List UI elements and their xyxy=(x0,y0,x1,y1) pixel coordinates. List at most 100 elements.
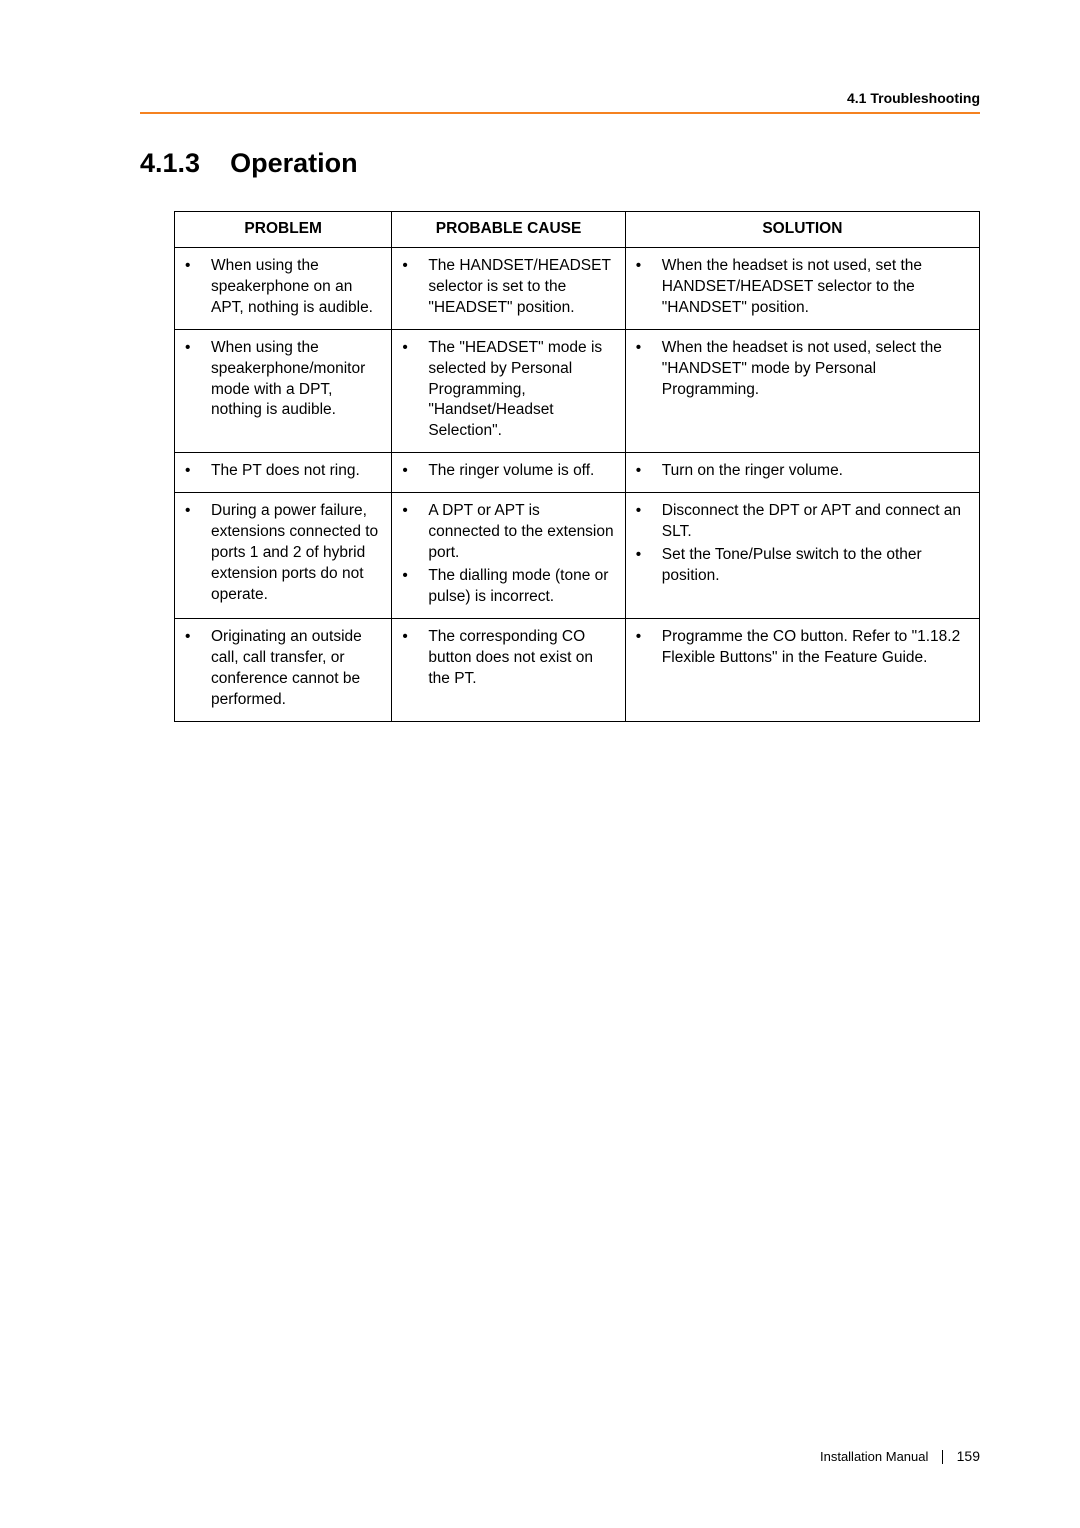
solution-list: •When the headset is not used, select th… xyxy=(636,338,969,401)
cause-item: •The dialling mode (tone or pulse) is in… xyxy=(402,566,614,608)
footer-label: Installation Manual xyxy=(820,1449,928,1464)
page-footer: Installation Manual 159 xyxy=(820,1448,980,1466)
bullet-icon: • xyxy=(402,338,416,359)
section-title-text: Operation xyxy=(230,148,358,178)
cause-list: •The "HEADSET" mode is selected by Perso… xyxy=(402,338,614,443)
table-row: •When using the speakerphone/monitor mod… xyxy=(175,329,980,453)
problem-list: •When using the speakerphone/monitor mod… xyxy=(185,338,381,422)
table-row: •During a power failure, extensions conn… xyxy=(175,493,980,619)
cause-text: The HANDSET/HEADSET selector is set to t… xyxy=(416,256,614,319)
problem-text: When using the speakerphone on an APT, n… xyxy=(199,256,381,319)
bullet-icon: • xyxy=(402,461,416,482)
problem-list: •The PT does not ring. xyxy=(185,461,381,482)
cause-text: The dialling mode (tone or pulse) is inc… xyxy=(416,566,614,608)
solution-item: •When the headset is not used, select th… xyxy=(636,338,969,401)
solution-item: •Programme the CO button. Refer to "1.18… xyxy=(636,627,969,669)
cause-cell: •The ringer volume is off. xyxy=(392,453,625,493)
cause-cell: •The HANDSET/HEADSET selector is set to … xyxy=(392,247,625,329)
problem-text: During a power failure, extensions conne… xyxy=(199,501,381,606)
cause-text: The ringer volume is off. xyxy=(416,461,614,482)
bullet-icon: • xyxy=(636,461,650,482)
header-cause: PROBABLE CAUSE xyxy=(392,212,625,248)
problem-text: Originating an outside call, call transf… xyxy=(199,627,381,711)
header-solution: SOLUTION xyxy=(625,212,979,248)
cause-list: •A DPT or APT is connected to the extens… xyxy=(402,501,614,608)
cause-cell: •The "HEADSET" mode is selected by Perso… xyxy=(392,329,625,453)
problem-list: •During a power failure, extensions conn… xyxy=(185,501,381,606)
problem-item: •When using the speakerphone on an APT, … xyxy=(185,256,381,319)
cause-item: •The HANDSET/HEADSET selector is set to … xyxy=(402,256,614,319)
header-problem: PROBLEM xyxy=(175,212,392,248)
problem-list: •When using the speakerphone on an APT, … xyxy=(185,256,381,319)
solution-item: •When the headset is not used, set the H… xyxy=(636,256,969,319)
cause-text: A DPT or APT is connected to the extensi… xyxy=(416,501,614,564)
solution-cell: •Disconnect the DPT or APT and connect a… xyxy=(625,493,979,619)
cause-list: •The HANDSET/HEADSET selector is set to … xyxy=(402,256,614,319)
problem-cell: •When using the speakerphone/monitor mod… xyxy=(175,329,392,453)
bullet-icon: • xyxy=(185,256,199,277)
cause-list: •The ringer volume is off. xyxy=(402,461,614,482)
solution-item: •Turn on the ringer volume. xyxy=(636,461,969,482)
solution-text: Programme the CO button. Refer to "1.18.… xyxy=(650,627,969,669)
solution-cell: •Turn on the ringer volume. xyxy=(625,453,979,493)
bullet-icon: • xyxy=(636,627,650,648)
problem-list: •Originating an outside call, call trans… xyxy=(185,627,381,711)
solution-text: Set the Tone/Pulse switch to the other p… xyxy=(650,545,969,587)
cause-item: •The "HEADSET" mode is selected by Perso… xyxy=(402,338,614,443)
solution-item: •Disconnect the DPT or APT and connect a… xyxy=(636,501,969,543)
solution-list: •Disconnect the DPT or APT and connect a… xyxy=(636,501,969,587)
table-row: •Originating an outside call, call trans… xyxy=(175,618,980,721)
bullet-icon: • xyxy=(636,501,650,522)
bullet-icon: • xyxy=(185,338,199,359)
bullet-icon: • xyxy=(402,627,416,648)
cause-item: •The corresponding CO button does not ex… xyxy=(402,627,614,690)
bullet-icon: • xyxy=(402,256,416,277)
problem-text: When using the speakerphone/monitor mode… xyxy=(199,338,381,422)
solution-list: •Turn on the ringer volume. xyxy=(636,461,969,482)
solution-list: •Programme the CO button. Refer to "1.18… xyxy=(636,627,969,669)
cause-list: •The corresponding CO button does not ex… xyxy=(402,627,614,690)
solution-list: •When the headset is not used, set the H… xyxy=(636,256,969,319)
bullet-icon: • xyxy=(636,338,650,359)
solution-text: Disconnect the DPT or APT and connect an… xyxy=(650,501,969,543)
solution-cell: •When the headset is not used, set the H… xyxy=(625,247,979,329)
troubleshooting-table: PROBLEM PROBABLE CAUSE SOLUTION •When us… xyxy=(174,211,980,722)
solution-text: When the headset is not used, select the… xyxy=(650,338,969,401)
footer-page-number: 159 xyxy=(957,1448,980,1464)
bullet-icon: • xyxy=(636,256,650,277)
cause-text: The corresponding CO button does not exi… xyxy=(416,627,614,690)
solution-text: When the headset is not used, set the HA… xyxy=(650,256,969,319)
problem-item: •When using the speakerphone/monitor mod… xyxy=(185,338,381,422)
bullet-icon: • xyxy=(185,627,199,648)
cause-text: The "HEADSET" mode is selected by Person… xyxy=(416,338,614,443)
cause-item: •A DPT or APT is connected to the extens… xyxy=(402,501,614,564)
solution-cell: •Programme the CO button. Refer to "1.18… xyxy=(625,618,979,721)
section-number: 4.1.3 xyxy=(140,148,200,178)
problem-item: •During a power failure, extensions conn… xyxy=(185,501,381,606)
table-header-row: PROBLEM PROBABLE CAUSE SOLUTION xyxy=(175,212,980,248)
problem-cell: •Originating an outside call, call trans… xyxy=(175,618,392,721)
solution-item: •Set the Tone/Pulse switch to the other … xyxy=(636,545,969,587)
problem-cell: •During a power failure, extensions conn… xyxy=(175,493,392,619)
bullet-icon: • xyxy=(185,501,199,522)
problem-item: •The PT does not ring. xyxy=(185,461,381,482)
problem-cell: •The PT does not ring. xyxy=(175,453,392,493)
bullet-icon: • xyxy=(402,566,416,587)
bullet-icon: • xyxy=(185,461,199,482)
running-header: 4.1 Troubleshooting xyxy=(140,90,980,112)
footer-separator xyxy=(942,1450,943,1464)
section-title: 4.1.3 Operation xyxy=(140,148,980,179)
table-row: •The PT does not ring.•The ringer volume… xyxy=(175,453,980,493)
problem-text: The PT does not ring. xyxy=(199,461,381,482)
problem-cell: •When using the speakerphone on an APT, … xyxy=(175,247,392,329)
header-rule xyxy=(140,112,980,114)
cause-item: •The ringer volume is off. xyxy=(402,461,614,482)
solution-cell: •When the headset is not used, select th… xyxy=(625,329,979,453)
cause-cell: •The corresponding CO button does not ex… xyxy=(392,618,625,721)
bullet-icon: • xyxy=(636,545,650,566)
bullet-icon: • xyxy=(402,501,416,522)
table-row: •When using the speakerphone on an APT, … xyxy=(175,247,980,329)
cause-cell: •A DPT or APT is connected to the extens… xyxy=(392,493,625,619)
solution-text: Turn on the ringer volume. xyxy=(650,461,969,482)
problem-item: •Originating an outside call, call trans… xyxy=(185,627,381,711)
